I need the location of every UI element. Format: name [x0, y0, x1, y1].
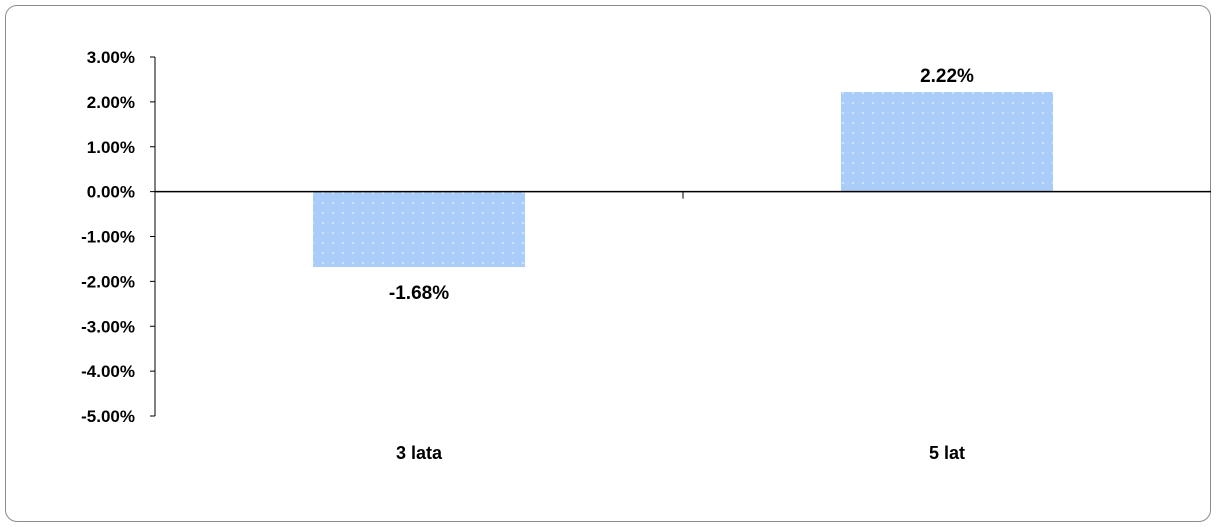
y-tick-label: -5.00% — [81, 407, 135, 426]
bars — [313, 92, 1053, 268]
y-tick-label: 1.00% — [87, 138, 135, 157]
y-tick-label: 2.00% — [87, 93, 135, 112]
x-category-label: 3 lata — [396, 443, 443, 463]
y-tick-label: -2.00% — [81, 272, 135, 291]
y-tick-label: -4.00% — [81, 362, 135, 381]
x-axis: 3 lata 5 lat — [155, 190, 1211, 463]
y-tick-label: -3.00% — [81, 317, 135, 336]
data-label: -1.68% — [389, 283, 449, 304]
y-tick-label: -1.00% — [81, 228, 135, 247]
y-tick-label: 3.00% — [87, 48, 135, 67]
y-tick-label: 0.00% — [87, 183, 135, 202]
bar-2 — [841, 92, 1053, 192]
data-label: 2.22% — [920, 66, 974, 87]
x-category-label: 5 lat — [929, 443, 965, 463]
y-axis: 3.00% 2.00% 1.00% 0.00% -1.00% -2.00% -3.00% -4… — [81, 48, 156, 426]
chart-frame — [5, 5, 1211, 522]
data-labels: -1.68% 2.22% — [389, 66, 974, 304]
bar-1 — [313, 191, 525, 268]
